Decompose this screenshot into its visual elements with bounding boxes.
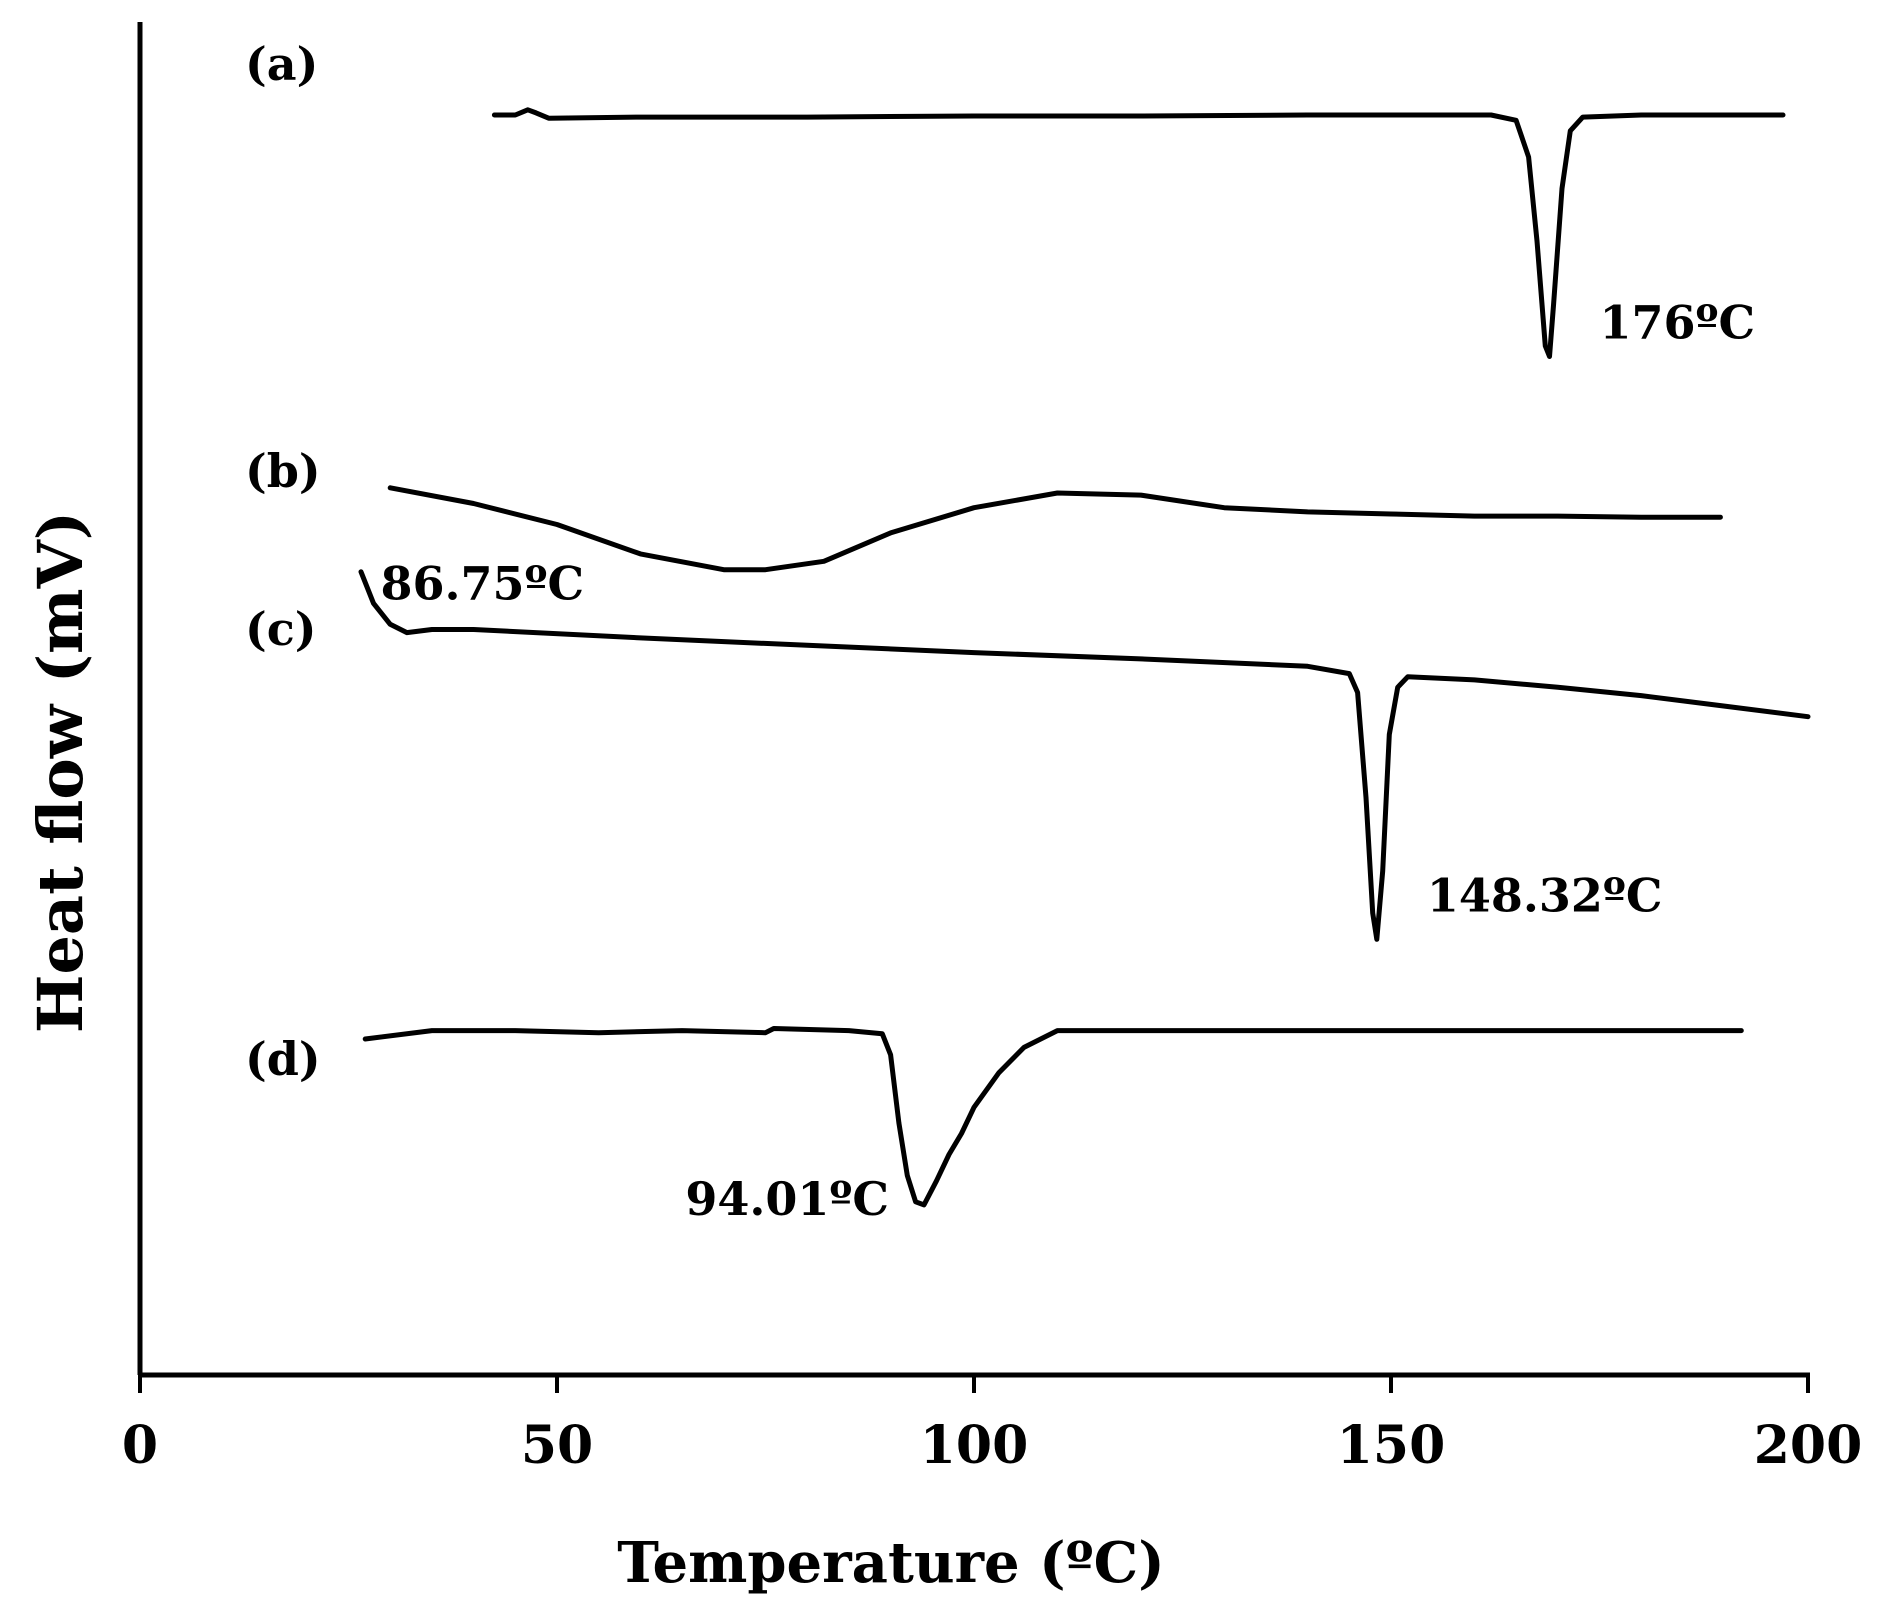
- peak-annotation: 176ºC: [1599, 296, 1755, 350]
- series-name-label: (d): [245, 1032, 321, 1086]
- peak-annotation: 148.32ºC: [1427, 868, 1663, 922]
- series-layer: [358, 107, 1811, 1208]
- peak-annotation: 94.01ºC: [685, 1172, 889, 1226]
- series-line: [387, 485, 1723, 573]
- labels-layer: (a) 176ºC (b) 86.75ºC (c) 148.32ºC (d) 94.01ºC: [245, 37, 1755, 1226]
- x-tick-label: 200: [1754, 1415, 1863, 1476]
- x-tick-label: 50: [521, 1415, 593, 1476]
- peak-annotation: 86.75ºC: [380, 557, 584, 611]
- axes: 0 50 100 150 200: [122, 22, 1862, 1476]
- series-name-label: (a): [245, 37, 318, 91]
- series-line: [491, 107, 1786, 359]
- series-name-label: (b): [245, 444, 321, 498]
- x-tick-label: 100: [920, 1415, 1029, 1476]
- x-axis-label: Temperature (ºC): [617, 1530, 1164, 1596]
- x-tick-label: 0: [122, 1415, 158, 1476]
- y-axis-label: Heat flow (mV): [24, 511, 97, 1033]
- series-line: [358, 569, 1811, 942]
- series-line: [362, 1026, 1744, 1208]
- x-tick-label: 150: [1337, 1415, 1446, 1476]
- series-name-label: (c): [245, 602, 317, 656]
